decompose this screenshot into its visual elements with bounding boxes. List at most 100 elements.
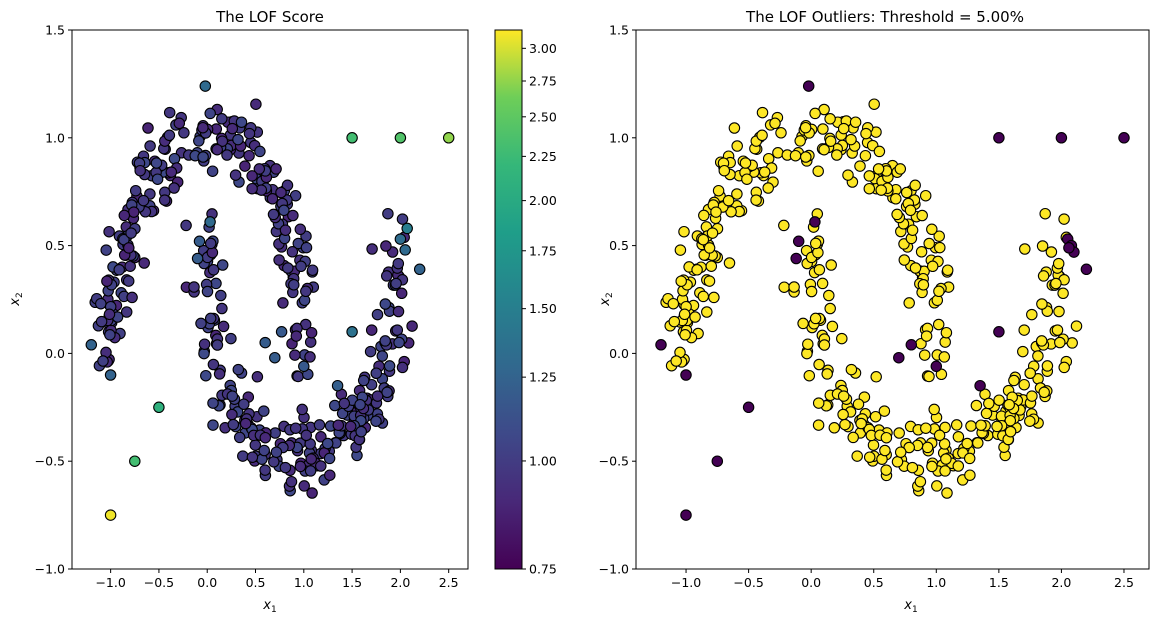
score-point	[173, 117, 186, 130]
score-point	[376, 350, 389, 362]
inlier-point	[1041, 360, 1054, 372]
inlier-point	[880, 431, 893, 444]
inlier-point	[1036, 240, 1049, 252]
score-point	[292, 370, 304, 383]
inlier-point	[938, 438, 951, 450]
score-point	[206, 246, 219, 259]
score-point	[290, 330, 303, 342]
inlier-point	[972, 437, 984, 449]
score-point	[103, 308, 116, 321]
outlier-score-point	[204, 216, 216, 228]
inlier-point	[799, 121, 812, 134]
score-point	[158, 194, 171, 206]
score-point	[163, 129, 176, 142]
inlier-point	[1058, 213, 1070, 225]
inlier-point	[940, 326, 953, 339]
score-point	[232, 133, 244, 146]
inlier-point	[1070, 320, 1083, 332]
score-point	[100, 244, 112, 256]
inlier-point	[778, 281, 790, 293]
inlier-point	[1026, 390, 1038, 402]
inlier-point	[836, 332, 848, 345]
score-point	[246, 451, 259, 463]
score-point	[237, 450, 249, 462]
inlier-point	[697, 290, 710, 303]
inlier-point	[900, 186, 913, 199]
score-point	[380, 270, 393, 282]
inlier-point	[909, 179, 921, 192]
inlier-point	[869, 410, 882, 423]
inlier-point	[855, 417, 867, 430]
score-point	[104, 329, 116, 341]
inlier-point	[921, 441, 934, 454]
outlier-point	[905, 339, 918, 351]
inlier-point	[863, 182, 876, 195]
inlier-point	[859, 149, 872, 162]
score-point	[393, 336, 405, 349]
inlier-point	[970, 399, 983, 412]
x-tick-label: −1.0	[671, 575, 701, 590]
inlier-point	[939, 336, 951, 348]
inlier-point	[837, 390, 850, 402]
inlier-point	[926, 223, 938, 236]
inlier-point	[1057, 287, 1069, 300]
inlier-point	[854, 160, 866, 172]
inlier-point	[917, 279, 930, 291]
inlier-point	[772, 147, 784, 159]
outlier-score-point	[401, 222, 413, 235]
x-tick-label: 0.5	[864, 575, 884, 590]
score-point	[396, 361, 409, 374]
score-point	[238, 398, 250, 410]
score-point	[279, 224, 292, 236]
inlier-point	[863, 170, 876, 182]
x-tick-label: 0.0	[197, 575, 217, 590]
inlier-point	[898, 254, 911, 266]
score-point	[258, 444, 270, 457]
score-point	[371, 390, 384, 402]
inlier-point	[697, 233, 710, 246]
score-point	[138, 257, 150, 269]
score-point	[324, 469, 336, 481]
outlier-score-point	[199, 80, 212, 92]
score-point	[304, 465, 317, 477]
inlier-point	[893, 427, 905, 439]
inlier-point	[920, 330, 933, 342]
inlier-point	[731, 188, 743, 200]
score-point	[200, 369, 212, 382]
score-point	[120, 306, 133, 318]
inlier-point	[1032, 350, 1044, 362]
inlier-point	[906, 461, 919, 474]
inlier-point	[847, 431, 859, 444]
colorbar-tick-label: 1.25	[529, 370, 557, 385]
score-point	[304, 336, 317, 348]
score-point	[204, 107, 216, 120]
score-point	[198, 338, 211, 350]
score-point	[294, 223, 307, 236]
score-point	[206, 165, 219, 177]
score-point	[210, 277, 222, 290]
outlier-point	[680, 509, 692, 521]
inlier-point	[797, 317, 809, 330]
outlier-point	[974, 379, 986, 392]
x-tick-label: −0.5	[733, 575, 763, 590]
inlier-point	[965, 420, 977, 432]
inlier-point	[674, 244, 687, 256]
colorbar-tick-label: 1.50	[529, 301, 557, 316]
score-point	[371, 308, 384, 321]
score-point	[103, 225, 115, 238]
inlier-point	[706, 227, 719, 239]
inlier-point	[1008, 374, 1020, 387]
score-point	[198, 347, 210, 360]
x-tick-label: 1.0	[926, 575, 946, 590]
outlier-score-point	[442, 132, 455, 144]
inlier-point	[1037, 270, 1050, 282]
score-point	[392, 257, 405, 270]
score-point	[286, 246, 299, 258]
score-point	[379, 335, 391, 347]
score-point	[239, 160, 251, 172]
inlier-point	[828, 422, 841, 434]
score-point	[300, 285, 312, 298]
inlier-point	[849, 116, 862, 128]
score-point	[370, 415, 382, 427]
x-tick-label: 2.0	[390, 575, 410, 590]
